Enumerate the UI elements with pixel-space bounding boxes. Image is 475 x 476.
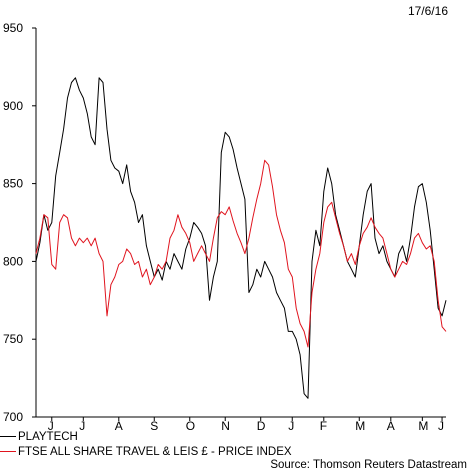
- y-tick-label: 850: [3, 177, 23, 191]
- legend-item-playtech: PLAYTECH: [0, 430, 78, 444]
- x-tick-label: N: [221, 419, 230, 433]
- x-tick-label: O: [186, 419, 195, 433]
- y-tick-label: 700: [3, 410, 23, 424]
- date-label: 17/6/16: [407, 4, 448, 18]
- y-ticks: 700 750 800 850 900 950: [3, 21, 36, 424]
- x-tick-label: F: [320, 419, 327, 433]
- x-tick-label: A: [115, 419, 123, 433]
- source-label: Source: Thomson Reuters Datastream: [270, 459, 467, 471]
- series-line-1: [35, 159, 447, 348]
- legend-swatch: [0, 436, 16, 438]
- legend-label: PLAYTECH: [18, 431, 78, 443]
- chart-axes: [35, 28, 446, 418]
- x-tick-label: J: [438, 419, 444, 433]
- x-tick-label: M: [418, 419, 428, 433]
- legend-label: FTSE ALL SHARE TRAVEL & LEIS £ - PRICE I…: [18, 446, 292, 458]
- x-tick-label: D: [257, 419, 266, 433]
- series-line-0: [35, 77, 447, 399]
- y-tick-label: 950: [3, 21, 23, 35]
- x-tick-label: A: [387, 419, 395, 433]
- legend-swatch: [0, 451, 16, 453]
- legend-item-ftse: FTSE ALL SHARE TRAVEL & LEIS £ - PRICE I…: [0, 445, 292, 459]
- x-tick-label: J: [79, 419, 85, 433]
- series-lines: [35, 77, 447, 399]
- x-tick-label: J: [48, 419, 54, 433]
- x-tick-label: S: [150, 419, 158, 433]
- x-tick-label: M: [355, 419, 365, 433]
- y-tick-label: 800: [3, 254, 23, 268]
- y-tick-label: 750: [3, 332, 23, 346]
- x-tick-label: J: [288, 419, 294, 433]
- y-tick-label: 900: [3, 99, 23, 113]
